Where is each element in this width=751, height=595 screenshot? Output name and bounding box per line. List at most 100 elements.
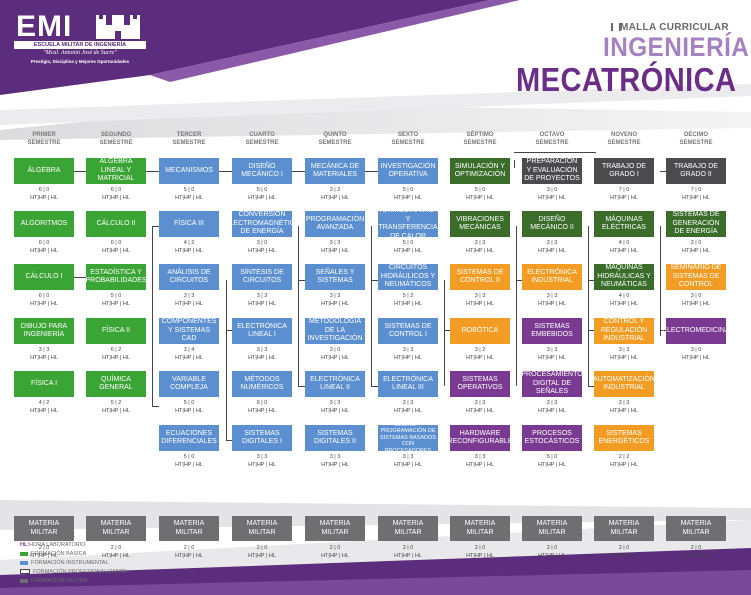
course-card[interactable]: PROGRAMACIÓN AVANZADA xyxy=(305,211,365,237)
course-card[interactable]: DISEÑO MECÁNICO I xyxy=(232,158,292,184)
course-card[interactable]: HARDWARE RECONFIGURABLE xyxy=(448,425,513,451)
course-card[interactable]: SÍNTESIS DE CIRCUITOS xyxy=(232,264,292,290)
course-card[interactable]: SIMULACIÓN Y OPTIMIZACIÓN xyxy=(450,158,510,184)
course-title: MATERIA MILITAR xyxy=(100,520,132,536)
hours-values: 3 | 3 xyxy=(402,347,414,353)
course-card[interactable]: QUÍMICA GENERAL xyxy=(86,371,146,397)
hours-labels: HT|HP | HL xyxy=(538,248,566,254)
course-hours: 2 | 0 HT|HP | HL xyxy=(14,544,74,560)
course-card[interactable]: ELECTRÓNICA LINEAL I xyxy=(232,318,292,344)
course-title: QUÍMICA GENERAL xyxy=(99,375,133,392)
military-course-card[interactable]: MATERIA MILITAR xyxy=(232,516,292,541)
course-card[interactable]: CIRCUITOS HIDRÁULICOS Y NEUMÁTICOS xyxy=(378,264,438,290)
course-card[interactable]: DISEÑO Y PROGRAMACIÓN DE SISTEMAS BASADO… xyxy=(378,422,438,454)
course-card[interactable]: VARIABLE COMPLEJA xyxy=(159,371,219,397)
course-card[interactable]: COMPONENTES Y SISTEMAS CAD xyxy=(159,318,219,344)
course-card[interactable]: SISTEMAS DE CONTROL II xyxy=(450,264,510,290)
course-card[interactable]: FÍSICA III xyxy=(159,211,219,237)
course-card[interactable]: MÁQUINAS HIDRÁULICAS Y NEUMÁTICAS xyxy=(594,264,654,290)
course-card[interactable]: SISTEMAS DE GENERACIÓN DE ENERGÍA xyxy=(666,211,726,237)
course-hours: 3 | 4 HT|HP | HL xyxy=(159,346,219,362)
course-card[interactable]: CÁLCULO I xyxy=(14,264,74,290)
prerequisite-connector xyxy=(588,226,589,386)
course-card[interactable]: MECÁNICA DE MATERIALES xyxy=(305,158,365,184)
course-card[interactable]: VIBRACIONES MECÁNICAS xyxy=(450,211,510,237)
course-card[interactable]: CONVERSIÓN ELECTROMAGNÉTICA DE ENERGÍA xyxy=(225,211,300,237)
course-card[interactable]: ELECTROMEDICINA xyxy=(662,318,730,344)
hours-values: 2 | 0 xyxy=(618,545,630,551)
prerequisite-connector xyxy=(660,226,661,336)
course-card[interactable]: ELECTRÓNICA LINEAL II xyxy=(305,371,365,397)
military-course-card[interactable]: MATERIA MILITAR xyxy=(14,516,74,541)
hours-labels: HT|HP | HL xyxy=(466,553,494,559)
legend-item: FORMACIÓN MILITAR xyxy=(20,576,127,585)
course-card[interactable]: DISEÑO MECÁNICO II xyxy=(522,211,582,237)
course-card[interactable]: TERMODINÁMICA Y TRANSFERENCIA DE CALOR xyxy=(378,207,438,240)
course-card[interactable]: TRABAJO DE GRADO I xyxy=(594,158,654,184)
course-card[interactable]: MÉTODOS NUMÉRICOS xyxy=(232,371,292,397)
military-course-card[interactable]: MATERIA MILITAR xyxy=(86,516,146,541)
course-card[interactable]: SISTEMAS DIGITALES I xyxy=(232,425,292,451)
course-card[interactable]: ÁLGEBRA LINEAL Y MATRICIAL xyxy=(86,158,146,184)
military-course-card[interactable]: MATERIA MILITAR xyxy=(378,516,438,541)
course-hours: 2 | 0 HT|HP | HL xyxy=(522,544,582,560)
hours-labels: HT|HP | HL xyxy=(610,553,638,559)
military-course-card[interactable]: MATERIA MILITAR xyxy=(305,516,365,541)
course-title: ELECTRÓNICA INDUSTRIAL xyxy=(527,268,577,285)
semester-header: NOVENO SEMESTRE xyxy=(594,131,654,147)
hours-values: 7 | 0 xyxy=(690,187,702,193)
military-course-card[interactable]: MATERIA MILITAR xyxy=(522,516,582,541)
course-card[interactable]: PREPARACIÓN Y EVALUACIÓN DE PROYECTOS xyxy=(522,158,582,184)
hours-values: 2 | 0 xyxy=(402,545,414,551)
course-card[interactable]: ANÁLISIS DE CIRCUITOS xyxy=(159,264,219,290)
course-card[interactable]: FÍSICA II xyxy=(86,318,146,344)
course-title: ÁLGEBRA xyxy=(27,166,61,174)
hours-labels: HT|HP | HL xyxy=(248,355,276,361)
course-card[interactable]: PROCESOS ESTOCÁSTICOS xyxy=(522,425,582,451)
course-card[interactable]: TRABAJO DE GRADO II xyxy=(666,158,726,184)
course-card[interactable]: DIBUJO PARA INGENIERÍA xyxy=(14,318,74,344)
hours-labels: HT|HP | HL xyxy=(538,355,566,361)
course-title: TRABAJO DE GRADO II xyxy=(674,162,718,179)
course-card[interactable]: INVESTIGACIÓN OPERATIVA xyxy=(378,158,438,184)
course-card[interactable]: SISTEMAS ENERGÉTICOS xyxy=(594,425,654,451)
course-card[interactable]: ELECTRÓNICA INDUSTRIAL xyxy=(522,264,582,290)
semester-number: SÉPTIMO xyxy=(466,132,494,138)
course-card[interactable]: METODOLOGÍA DE LA INVESTIGACIÓN xyxy=(305,318,365,344)
course-hours: 4 | 0 HT|HP | HL xyxy=(594,292,654,308)
course-card[interactable]: AUTOMATIZACIÓN INDUSTRIAL xyxy=(593,371,655,397)
course-card[interactable]: FÍSICA I xyxy=(14,371,74,397)
course-card[interactable]: MÁQUINAS ELÉCTRICAS xyxy=(594,211,654,237)
military-course-card[interactable]: MATERIA MILITAR xyxy=(450,516,510,541)
course-card[interactable]: ALGORITMOS xyxy=(14,211,74,237)
course-card[interactable]: PROCESAMIENTO DIGITAL DE SEÑALES xyxy=(521,371,583,397)
hours-labels: HT|HP | HL xyxy=(175,301,203,307)
course-card[interactable]: SISTEMAS DE CONTROL I xyxy=(378,318,438,344)
hours-labels: HT|HP | HL xyxy=(394,462,422,468)
course-card[interactable]: SEÑALES Y SISTEMAS xyxy=(305,264,365,290)
course-card[interactable]: SEMINARIO DE SISTEMAS DE CONTROL xyxy=(666,264,726,290)
course-title: SISTEMAS DE GENERACIÓN DE ENERGÍA xyxy=(672,211,720,236)
hours-values: 5 | 0 xyxy=(474,187,486,193)
course-card[interactable]: ESTADÍSTICA Y PROBABILIDADES xyxy=(85,264,147,290)
course-card[interactable]: CONTROL Y REGULACIÓN INDUSTRIAL xyxy=(594,318,654,344)
course-hours: 3 | 3 HT|HP | HL xyxy=(232,346,292,362)
course-card[interactable]: SISTEMAS OPERATIVOS xyxy=(450,371,510,397)
course-title: DIBUJO PARA INGENIERÍA xyxy=(20,322,68,339)
course-card[interactable]: ECUACIONES DIFERENCIALES xyxy=(159,425,219,451)
course-card[interactable]: ÁLGEBRA xyxy=(14,158,74,184)
semester-number: NOVENO xyxy=(610,132,637,138)
course-card[interactable]: MECANISMOS xyxy=(159,158,219,184)
military-course-card[interactable]: MATERIA MILITAR xyxy=(594,516,654,541)
military-course-card[interactable]: MATERIA MILITAR xyxy=(159,516,219,541)
hours-labels: HT|HP | HL xyxy=(30,355,58,361)
course-card[interactable]: SISTEMAS DIGITALES II xyxy=(305,425,365,451)
semester-header: QUINTO SEMESTRE xyxy=(305,131,365,147)
hours-labels: HT|HP | HL xyxy=(321,355,349,361)
course-card[interactable]: ROBÓTICA xyxy=(450,318,510,344)
course-card[interactable]: CÁLCULO II xyxy=(86,211,146,237)
course-card[interactable]: ELECTRÓNICA LINEAL III xyxy=(378,371,438,397)
military-course-card[interactable]: MATERIA MILITAR xyxy=(666,516,726,541)
course-card[interactable]: SISTEMAS EMBEBIDOS xyxy=(522,318,582,344)
